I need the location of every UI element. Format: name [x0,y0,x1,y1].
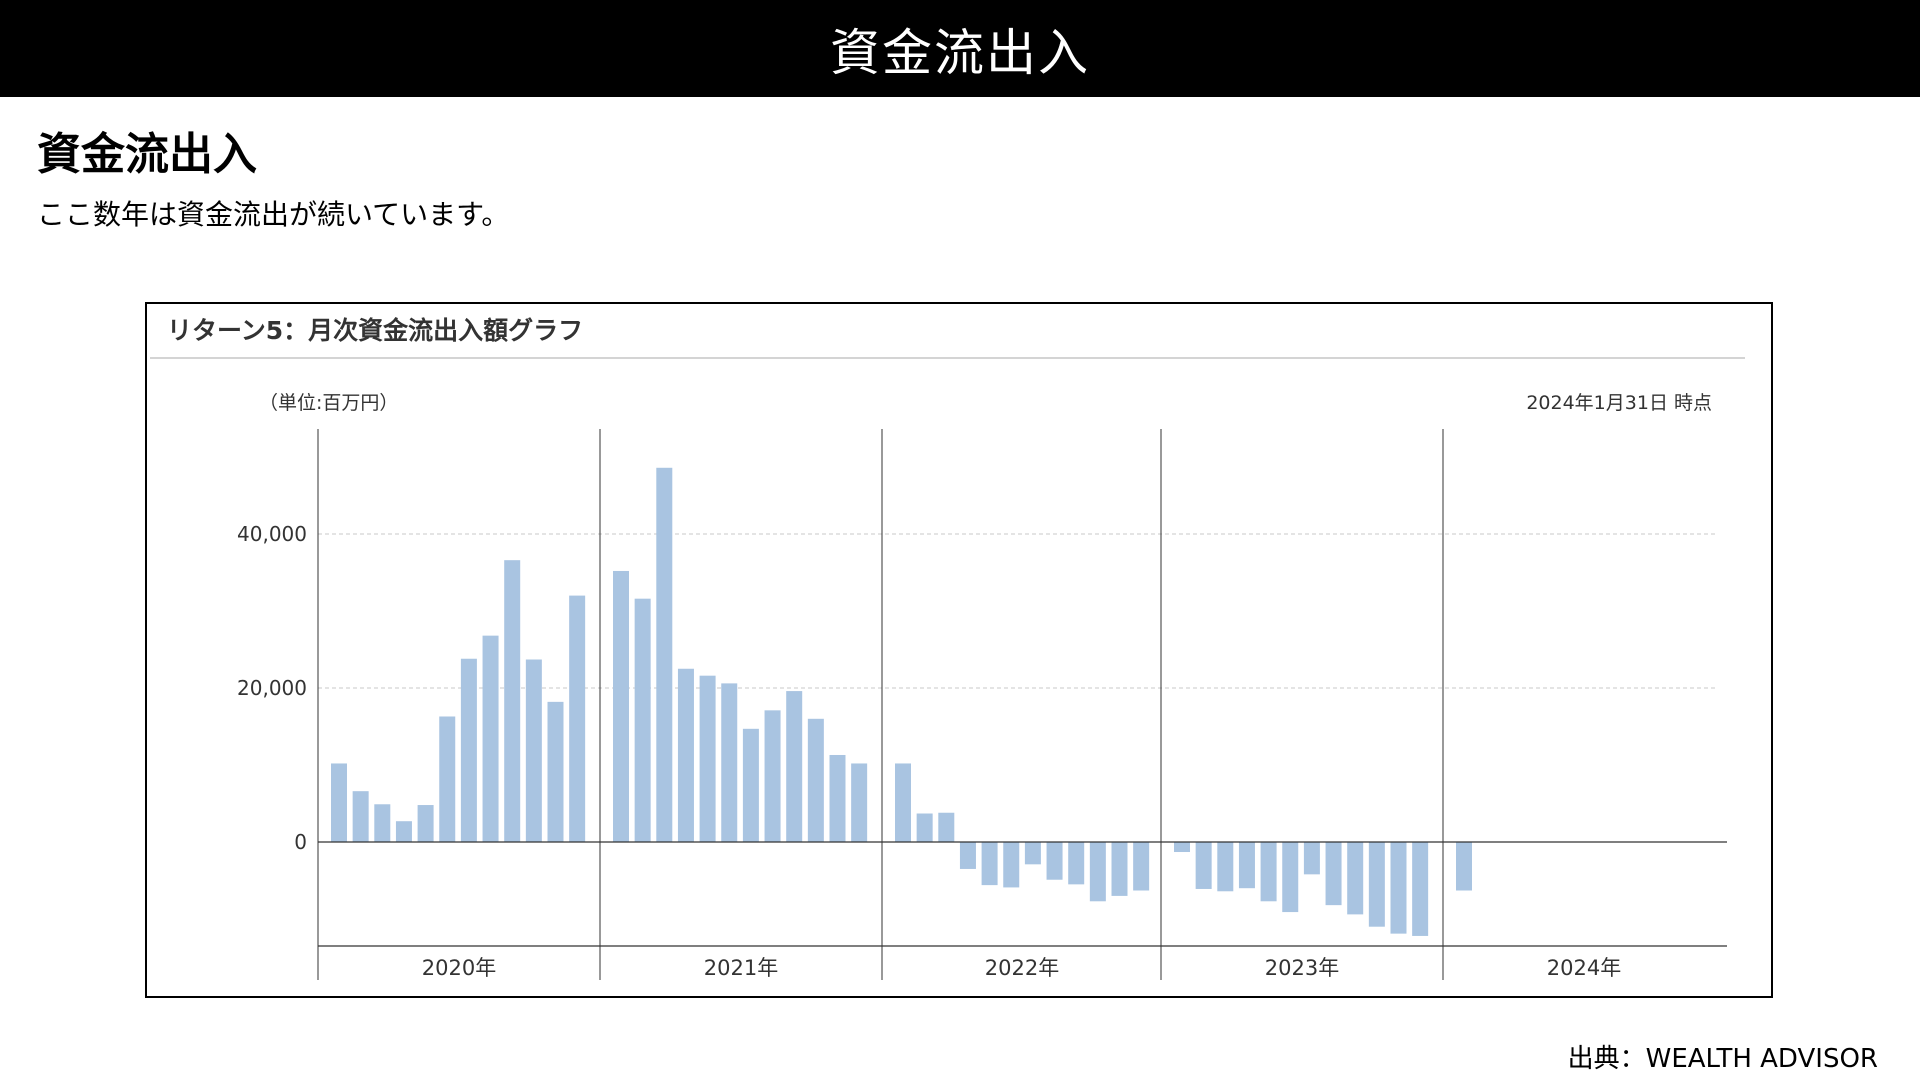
chart-bar [959,842,976,869]
chart-bar [460,658,477,842]
chart-bar [721,683,738,842]
chart-bar [569,595,586,842]
x-tick-label: 2020年 [422,956,496,980]
chart-bar [634,598,651,842]
chart-bar [1303,842,1320,875]
chart-bar [1195,842,1212,889]
x-tick-label: 2021年 [704,956,778,980]
source-credit: 出典：WEALTH ADVISOR [1567,1044,1878,1074]
chart-bar [895,763,911,842]
as-of-date: 2024年1月31日 時点 [1526,392,1712,414]
chart-bar [439,716,456,842]
header-title: 資金流出入 [830,23,1090,82]
chart-bar [1238,842,1255,889]
chart-bar [807,718,824,842]
chart-bar [1260,842,1277,902]
chart-bar [1068,842,1085,885]
chart-bar [764,710,781,842]
chart-bar [1003,842,1020,888]
y-tick-label: 20,000 [237,676,307,700]
x-tick-label: 2022年 [985,956,1059,980]
unit-label: （単位:百万円） [259,392,398,414]
chart-bar [677,668,694,842]
y-tick-label: 0 [294,830,307,854]
chart-bar [1046,842,1063,880]
page-subtitle: ここ数年は資金流出が続いています。 [37,198,510,231]
chart-bar [1347,842,1364,915]
chart-panel: リターン5：月次資金流出入額グラフ （単位:百万円） 2024年1月31日 時点 0 2… [145,302,1773,998]
chart-bar [1412,842,1429,936]
x-tick-label: 2024年 [1547,956,1621,980]
chart-bar [331,763,347,842]
chart-bar [547,701,564,842]
chart-bar [1282,842,1299,913]
chart-bar [482,635,499,842]
y-tick-label: 40,000 [237,522,307,546]
header-bar: 資金流出入 [0,0,1920,97]
chart-bar [1325,842,1342,906]
chart-bar [1089,842,1106,902]
chart-bar [656,467,673,842]
chart-bar [1390,842,1407,934]
chart-bar [851,763,868,842]
chart-bar [981,842,998,886]
chart-bar [1368,842,1385,927]
chart-bar [786,691,803,842]
chart-bar [374,804,391,842]
chart-bar [613,570,629,842]
chart-bar [1111,842,1128,896]
chart-bar [1133,842,1150,891]
chart-bar [395,821,412,842]
chart-bar [1217,842,1234,892]
chart-bar [417,805,434,842]
page-heading: 資金流出入 [37,129,257,180]
chart-bar [352,791,369,842]
chart-bar [504,560,521,842]
chart-bar [829,754,846,842]
chart-bar [1024,842,1041,865]
chart-bar [1456,842,1472,891]
chart-bar [699,675,716,842]
fund-flow-chart: リターン5：月次資金流出入額グラフ （単位:百万円） 2024年1月31日 時点 0 2… [150,316,1745,980]
chart-bar [742,728,759,842]
chart-title: リターン5：月次資金流出入額グラフ [167,316,583,345]
chart-bar [525,659,542,842]
chart-bar [916,813,933,842]
chart-bar [938,812,955,842]
chart-bar [1174,842,1190,853]
x-tick-label: 2023年 [1265,956,1339,980]
